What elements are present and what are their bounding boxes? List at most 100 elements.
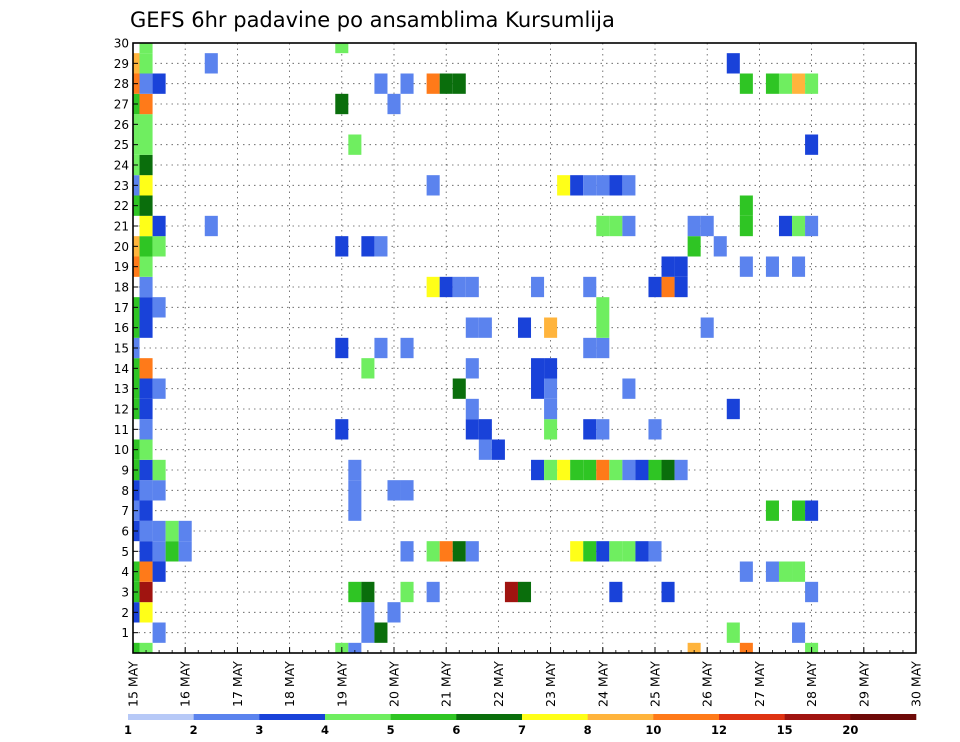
y-tick-label: 5 <box>121 545 129 559</box>
precip-cell <box>622 459 636 481</box>
y-axis-ticks: 1234567891011121314151617181920212223242… <box>114 37 138 640</box>
precip-cell <box>348 134 362 155</box>
y-tick-label: 30 <box>114 37 129 51</box>
x-tick-label: 25 MAY <box>648 661 663 707</box>
legend-label: 10 <box>645 723 661 737</box>
y-tick-label: 9 <box>121 464 129 478</box>
precip-cell <box>648 276 662 298</box>
precip-cell <box>622 175 636 196</box>
precip-cell <box>465 541 479 562</box>
precip-cell <box>465 419 479 440</box>
legend-swatch <box>193 714 260 720</box>
precip-cell <box>609 459 623 481</box>
y-tick-label: 1 <box>121 626 129 640</box>
legend-label: 3 <box>255 723 263 737</box>
precip-cell <box>778 561 793 582</box>
legend-swatch <box>390 714 457 720</box>
precip-cell <box>152 480 166 501</box>
precip-cell <box>778 73 793 94</box>
precip-cell <box>374 73 388 94</box>
precip-cell <box>583 276 597 298</box>
precip-cell <box>139 642 153 653</box>
precip-cell <box>139 297 153 318</box>
precip-cell <box>139 419 153 440</box>
y-tick-label: 6 <box>121 525 129 539</box>
legend-swatch <box>128 714 194 720</box>
legend-swatch <box>719 714 785 720</box>
precip-cell <box>426 581 440 603</box>
precip-cell <box>139 154 153 176</box>
precip-cell <box>439 73 453 94</box>
precip-cell <box>531 378 545 399</box>
precip-cell <box>361 358 375 379</box>
x-tick-label: 22 MAY <box>491 661 506 707</box>
precip-cell <box>778 215 793 237</box>
precip-cell <box>387 602 401 623</box>
precip-cell <box>609 541 623 562</box>
precip-cell <box>544 398 558 420</box>
precip-cell <box>792 256 806 277</box>
precip-cell <box>335 236 349 257</box>
x-tick-label: 20 MAY <box>387 661 402 707</box>
precip-cell <box>792 73 806 94</box>
legend-swatch <box>587 714 654 720</box>
y-tick-label: 27 <box>114 98 129 112</box>
precip-cell <box>570 541 584 562</box>
precip-cell <box>765 500 779 521</box>
y-tick-label: 11 <box>114 423 129 437</box>
precip-cell <box>739 73 753 94</box>
precip-cell <box>374 622 388 643</box>
precip-cell <box>491 439 505 460</box>
precip-cell <box>426 73 440 94</box>
y-tick-label: 23 <box>114 179 129 193</box>
precip-cell <box>139 358 153 379</box>
y-tick-label: 28 <box>114 77 129 91</box>
precip-cell <box>400 541 414 562</box>
precip-cell <box>452 276 466 298</box>
y-tick-label: 8 <box>121 484 129 498</box>
y-tick-label: 16 <box>114 321 129 335</box>
precip-cell <box>583 419 597 440</box>
y-tick-label: 26 <box>114 118 129 132</box>
legend-swatch <box>522 714 588 720</box>
y-tick-label: 7 <box>121 504 129 518</box>
precip-cell <box>674 256 688 277</box>
x-tick-label: 28 MAY <box>804 661 819 707</box>
legend-label: 5 <box>387 723 395 737</box>
precip-cell <box>152 215 166 237</box>
precip-cell <box>726 53 740 74</box>
precip-cell <box>178 520 192 542</box>
precip-cell <box>648 419 662 440</box>
precip-cell <box>687 215 701 237</box>
precip-cell <box>504 581 518 603</box>
precip-cell <box>139 398 153 420</box>
legend-swatch <box>850 714 917 720</box>
precip-cell <box>531 276 545 298</box>
precip-cell <box>139 195 153 216</box>
y-tick-label: 10 <box>114 443 129 457</box>
precip-cell <box>726 622 740 643</box>
precip-cell <box>596 297 610 318</box>
precip-cell <box>348 642 362 653</box>
y-tick-label: 22 <box>114 199 129 213</box>
x-tick-label: 27 MAY <box>752 661 767 707</box>
precip-cell <box>687 642 701 653</box>
precip-cell <box>139 93 153 115</box>
precip-cell <box>544 378 558 399</box>
precip-cell <box>570 175 584 196</box>
precip-cell <box>583 541 597 562</box>
legend-label: 8 <box>584 723 592 737</box>
precip-cell <box>139 602 153 623</box>
precip-cell <box>426 276 440 298</box>
x-tick-label: 23 MAY <box>543 661 558 707</box>
precip-cell <box>517 317 532 338</box>
precip-cell <box>335 419 349 440</box>
precip-cell <box>133 642 140 653</box>
precip-cell <box>622 215 636 237</box>
precip-cell <box>478 439 492 460</box>
chart-title: GEFS 6hr padavine po ansamblima Kursumli… <box>130 8 615 32</box>
precip-cell <box>374 337 388 359</box>
precip-cell <box>361 581 375 603</box>
precip-cell <box>165 520 179 542</box>
precip-cell <box>544 358 558 379</box>
